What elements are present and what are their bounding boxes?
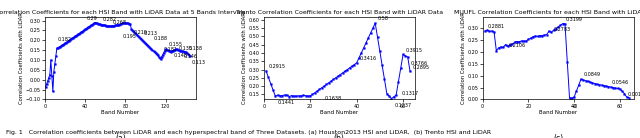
- Text: (a): (a): [115, 134, 125, 138]
- Text: 0.58: 0.58: [378, 16, 389, 21]
- Text: ~0: ~0: [570, 104, 577, 109]
- Text: 0.195: 0.195: [123, 34, 137, 39]
- Text: 0.0849: 0.0849: [584, 72, 601, 78]
- Title: MUUFL Correlation Coefficients for each HSI Band with LiDAR Data: MUUFL Correlation Coefficients for each …: [454, 10, 640, 15]
- Text: 0.1317: 0.1317: [401, 91, 419, 96]
- X-axis label: Band Number: Band Number: [320, 110, 358, 115]
- Text: 0.2783: 0.2783: [554, 27, 571, 32]
- Text: 0.0546: 0.0546: [611, 80, 628, 85]
- Text: 0.1638: 0.1638: [324, 96, 342, 101]
- Text: 0.2106: 0.2106: [508, 43, 525, 48]
- Text: 0.2895: 0.2895: [413, 64, 430, 70]
- Text: 0.3915: 0.3915: [406, 48, 423, 53]
- Text: 0.2915: 0.2915: [269, 64, 286, 69]
- Y-axis label: Correlation Coefficients with LiDAR: Correlation Coefficients with LiDAR: [461, 12, 466, 104]
- Text: 0.146: 0.146: [184, 54, 198, 59]
- Text: 0.1441: 0.1441: [278, 100, 295, 105]
- Text: 0.1237: 0.1237: [394, 103, 412, 108]
- Text: 0.148: 0.148: [173, 53, 188, 58]
- Text: 0.181: 0.181: [163, 47, 177, 52]
- Text: 0.113: 0.113: [191, 60, 205, 65]
- Text: 0.213: 0.213: [143, 31, 157, 36]
- Text: 0.135: 0.135: [179, 46, 193, 51]
- Text: (b): (b): [334, 134, 344, 138]
- Text: 0.0017: 0.0017: [627, 92, 640, 97]
- Text: 0.182: 0.182: [58, 37, 72, 42]
- Title: Trento Correlation Coefficients for each HSI Band with LiDAR Data: Trento Correlation Coefficients for each…: [236, 10, 443, 15]
- Text: 0.3416: 0.3416: [360, 56, 376, 61]
- Text: 0.155: 0.155: [168, 42, 182, 47]
- Text: 0.282: 0.282: [103, 17, 117, 22]
- Text: 0.138: 0.138: [189, 46, 202, 51]
- Y-axis label: Correlation Coefficients with LiDAR: Correlation Coefficients with LiDAR: [243, 12, 247, 104]
- Text: 0.219: 0.219: [133, 30, 147, 35]
- Text: 0.2881: 0.2881: [488, 24, 505, 29]
- Text: (c): (c): [553, 134, 563, 138]
- Text: Fig. 1   Correlation coefficients between LiDAR and each hyperspectral band of T: Fig. 1 Correlation coefficients between …: [6, 130, 492, 135]
- Text: 0.188: 0.188: [153, 36, 167, 41]
- X-axis label: Band Number: Band Number: [101, 110, 140, 115]
- Y-axis label: Correlation Coefficients with LiDAR: Correlation Coefficients with LiDAR: [19, 12, 24, 104]
- Text: 0.3766: 0.3766: [410, 61, 428, 66]
- Title: Correlation Coefficients for each HSI Band with LiDAR Data at 5 Bands Intervals: Correlation Coefficients for each HSI Ba…: [0, 10, 246, 15]
- Text: 0.29: 0.29: [87, 16, 97, 21]
- Text: 0.268: 0.268: [113, 20, 127, 25]
- X-axis label: Band Number: Band Number: [539, 110, 577, 115]
- Text: 0.3199: 0.3199: [566, 17, 582, 22]
